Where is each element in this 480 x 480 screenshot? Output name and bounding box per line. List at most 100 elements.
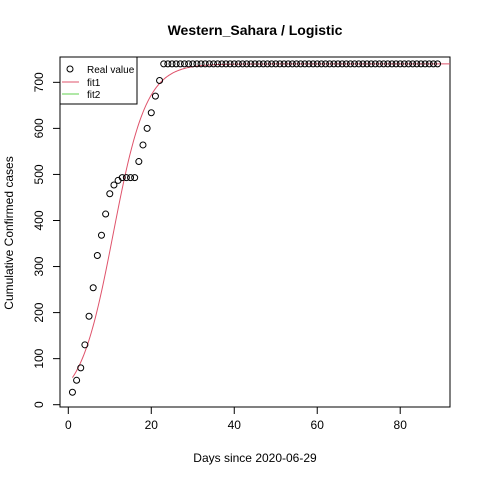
data-point	[367, 60, 375, 68]
data-point	[234, 60, 242, 68]
legend-fit1-label: fit1	[87, 78, 101, 89]
data-point	[396, 60, 404, 68]
data-point	[346, 60, 354, 68]
data-point	[68, 388, 76, 396]
fit-lines	[72, 63, 450, 378]
data-point	[135, 158, 143, 166]
y-tick-label: 300	[32, 256, 46, 276]
data-point	[143, 124, 151, 132]
data-point	[421, 60, 429, 68]
legend-real-value-marker	[66, 65, 74, 73]
data-point	[405, 60, 413, 68]
data-point	[205, 60, 213, 68]
data-point	[151, 92, 159, 100]
x-axis-label: Days since 2020-06-29	[193, 451, 317, 465]
data-point	[176, 60, 184, 68]
data-point	[85, 312, 93, 320]
data-point	[429, 60, 437, 68]
y-tick-label: 500	[32, 164, 46, 184]
data-point	[193, 60, 201, 68]
data-point	[359, 60, 367, 68]
data-point	[160, 60, 168, 68]
data-point	[334, 60, 342, 68]
data-point	[371, 60, 379, 68]
data-point	[288, 60, 296, 68]
data-point	[93, 251, 101, 259]
y-tick-label: 600	[32, 118, 46, 138]
data-point	[139, 141, 147, 149]
data-point	[73, 376, 81, 384]
data-point	[342, 60, 350, 68]
data-point	[180, 60, 188, 68]
y-tick-label: 700	[32, 72, 46, 92]
plot-frame	[59, 56, 451, 408]
data-point	[268, 60, 276, 68]
x-tick-label: 80	[394, 418, 408, 432]
data-point	[425, 60, 433, 68]
data-point	[388, 60, 396, 68]
data-point	[309, 60, 317, 68]
y-tick-label: 100	[32, 348, 46, 368]
data-point	[322, 60, 330, 68]
data-point	[226, 60, 234, 68]
data-point	[297, 60, 305, 68]
data-point	[413, 60, 421, 68]
data-point	[276, 60, 284, 68]
legend: Real value fit1 fit2	[59, 56, 138, 105]
data-point	[77, 364, 85, 372]
data-point	[89, 284, 97, 292]
data-point	[363, 60, 371, 68]
data-point	[326, 60, 334, 68]
data-point	[259, 60, 267, 68]
data-point	[122, 174, 130, 182]
legend-real-value-label: Real value	[87, 65, 135, 76]
data-point	[313, 60, 321, 68]
data-point	[384, 60, 392, 68]
y-axis-label: Cumulative Confirmed cases	[2, 156, 16, 309]
data-point	[355, 60, 363, 68]
data-point	[197, 60, 205, 68]
data-point	[118, 174, 126, 182]
data-point	[127, 174, 135, 182]
data-points	[68, 60, 442, 396]
legend-fit2-label: fit2	[87, 90, 101, 101]
data-point	[434, 60, 442, 68]
data-point	[218, 60, 226, 68]
x-tick-label: 60	[311, 418, 325, 432]
data-point	[409, 60, 417, 68]
fit-line-fit1	[72, 63, 450, 378]
data-point	[301, 60, 309, 68]
data-point	[292, 60, 300, 68]
data-point	[351, 60, 359, 68]
data-point	[263, 60, 271, 68]
data-point	[210, 60, 218, 68]
data-point	[110, 181, 118, 189]
data-point	[284, 60, 292, 68]
data-point	[222, 60, 230, 68]
data-point	[106, 190, 114, 198]
chart-title: Western_Sahara / Logistic	[168, 22, 343, 38]
data-point	[168, 60, 176, 68]
data-point	[317, 60, 325, 68]
data-point	[131, 174, 139, 182]
data-point	[189, 60, 197, 68]
data-point	[239, 60, 247, 68]
data-point	[338, 60, 346, 68]
data-point	[392, 60, 400, 68]
legend-box	[59, 56, 138, 105]
data-point	[81, 341, 89, 349]
data-point	[417, 60, 425, 68]
data-point	[272, 60, 280, 68]
data-point	[280, 60, 288, 68]
data-point	[375, 60, 383, 68]
x-tick-label: 20	[145, 418, 159, 432]
x-tick-label: 0	[65, 418, 72, 432]
data-point	[243, 60, 251, 68]
y-tick-label: 0	[32, 401, 46, 408]
data-point	[156, 76, 164, 84]
data-point	[247, 60, 255, 68]
y-tick-label: 200	[32, 302, 46, 322]
data-point	[400, 60, 408, 68]
data-point	[172, 60, 180, 68]
